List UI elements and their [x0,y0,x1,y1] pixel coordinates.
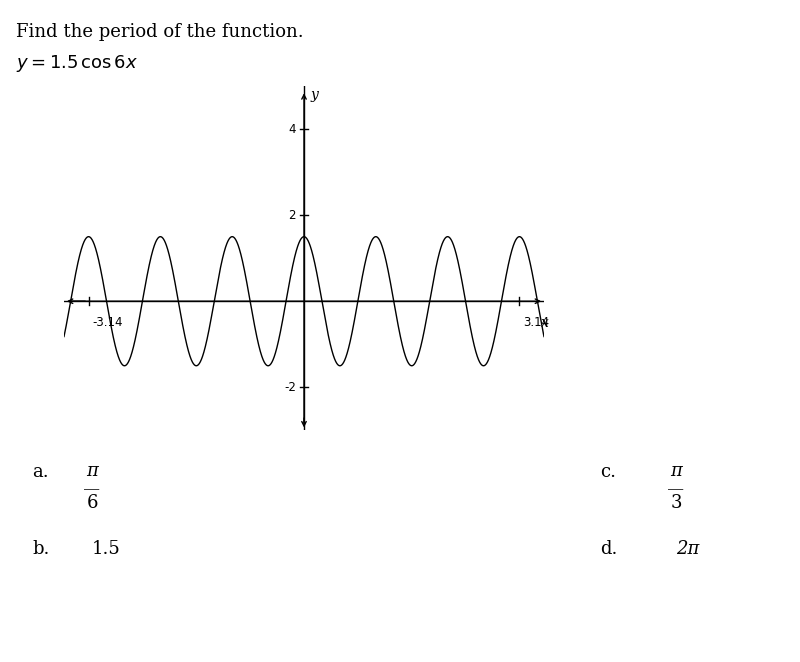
Text: π: π [670,462,682,480]
Text: Find the period of the function.: Find the period of the function. [16,23,304,41]
Text: 1.5: 1.5 [92,540,121,557]
Text: 2: 2 [288,209,296,222]
Text: a.: a. [32,463,49,481]
Text: ―: ― [84,482,100,496]
Text: 6: 6 [86,494,98,512]
Text: y: y [311,88,318,102]
Text: -2: -2 [284,381,296,394]
Text: -3.14: -3.14 [92,316,122,329]
Text: 4: 4 [288,122,296,136]
Text: 2π: 2π [676,540,699,557]
Text: 3: 3 [670,494,682,512]
Text: $y = 1.5\,\cos 6x$: $y = 1.5\,\cos 6x$ [16,53,138,74]
Text: 3.14: 3.14 [523,316,549,329]
Text: c.: c. [600,463,616,481]
Text: b.: b. [32,540,50,557]
Text: ―: ― [668,482,684,496]
Text: π: π [86,462,98,480]
Text: x: x [541,316,549,330]
Text: d.: d. [600,540,618,557]
